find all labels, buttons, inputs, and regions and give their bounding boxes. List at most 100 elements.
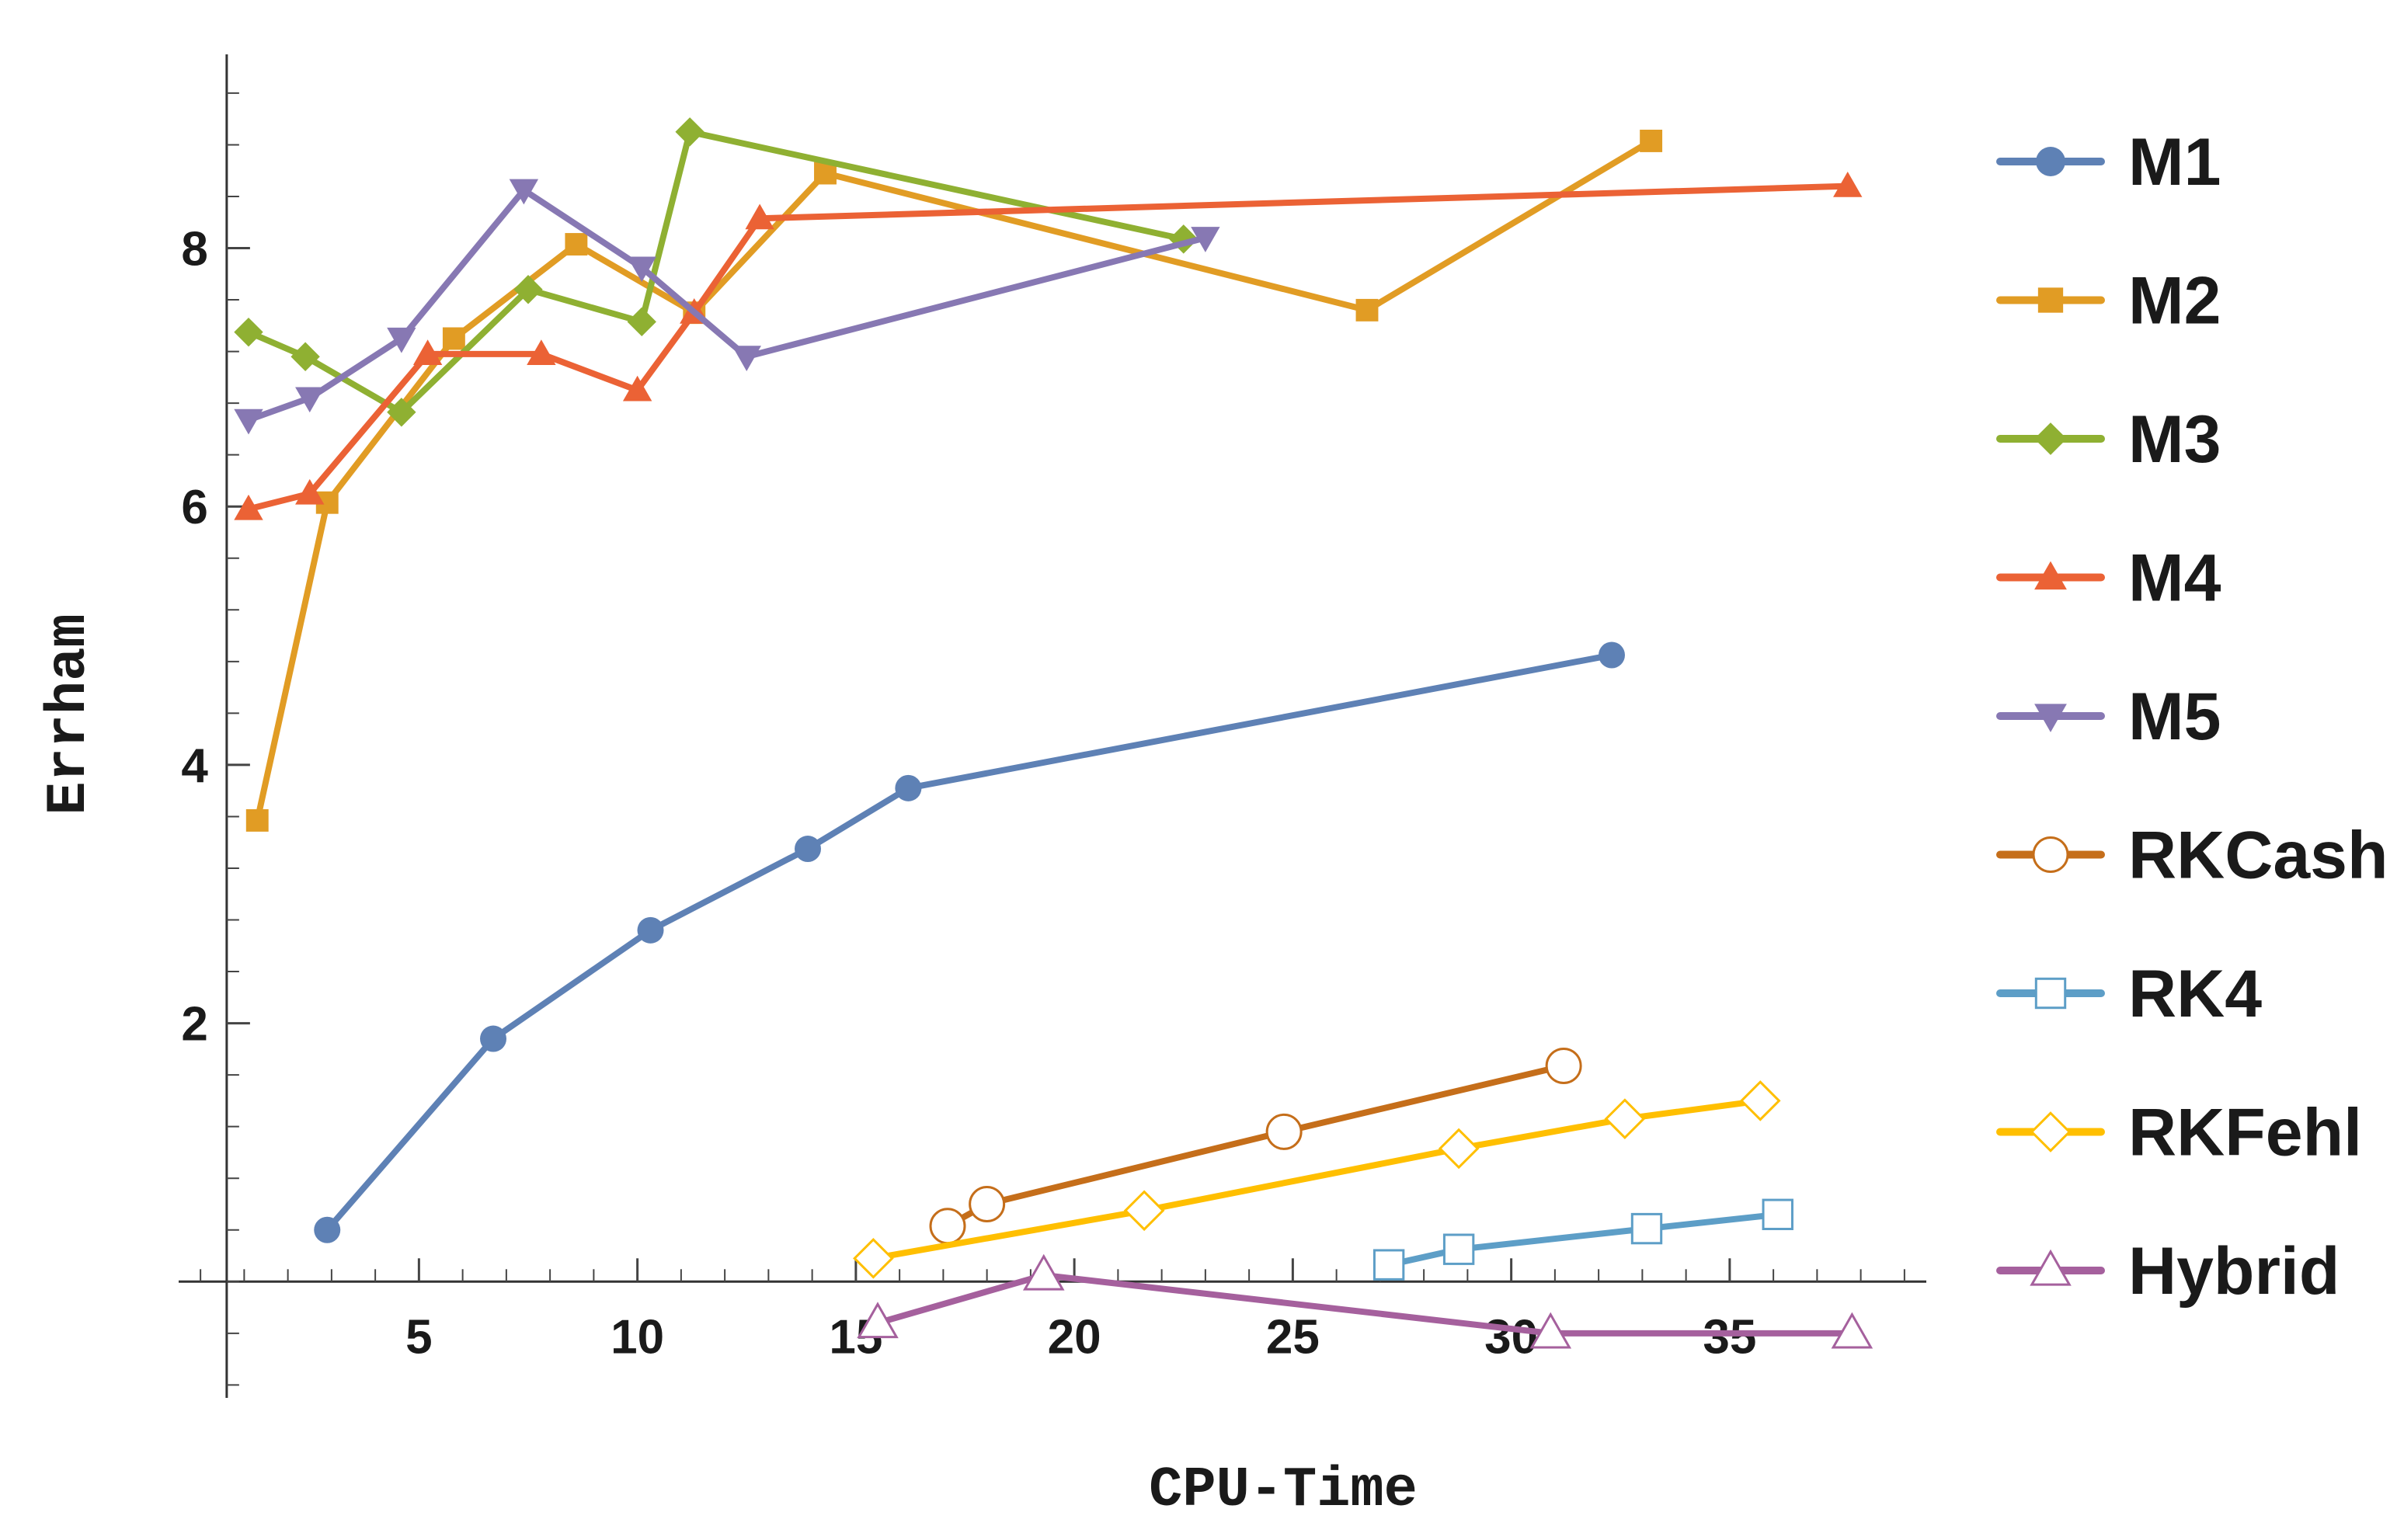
legend-marker-m5: [2034, 704, 2067, 732]
legend-item-m3: M3: [1996, 402, 2221, 477]
data-point-m2: [1640, 130, 1663, 152]
data-point-m5: [732, 346, 761, 371]
series-m4: [234, 171, 1863, 520]
data-point-rkfehl: [853, 1238, 894, 1279]
data-point-m5: [295, 387, 325, 413]
series-rkfehl: [853, 1080, 1781, 1279]
data-point-m4: [527, 339, 556, 365]
legend-marker-rk4: [2034, 977, 2067, 1010]
series-line-m4: [245, 183, 1851, 513]
legend-item-rk4: RK4: [1996, 957, 2262, 1031]
data-point-rkcash: [929, 1208, 966, 1245]
data-point-m5: [234, 408, 263, 435]
data-point-rk4: [1762, 1198, 1793, 1230]
series-line-m1: [324, 652, 1615, 1233]
data-point-m1: [895, 774, 922, 801]
y-tick-label: 2: [181, 998, 207, 1052]
data-point-rkcash: [969, 1185, 1006, 1222]
x-tick-label: 20: [1048, 1310, 1101, 1364]
series-line-hybrid: [875, 1271, 1856, 1337]
legend-item-rkcash: RKCash: [1996, 819, 2388, 893]
x-tick-label: 35: [1703, 1310, 1756, 1364]
series-rk4: [1372, 1198, 1793, 1281]
legend-label-m5: M5: [2128, 680, 2221, 754]
data-point-rk4: [1442, 1233, 1475, 1265]
data-point-m4: [622, 375, 652, 402]
data-point-m3: [513, 275, 543, 304]
legend-item-m5: M5: [1996, 680, 2221, 754]
data-point-hybrid: [857, 1302, 899, 1339]
legend-label-m4: M4: [2128, 541, 2221, 616]
series-m5: [234, 179, 1220, 435]
data-point-m2: [565, 233, 588, 256]
legend-item-rkfehl: RKFehl: [1996, 1096, 2362, 1170]
y-tick-label: 4: [181, 739, 208, 793]
data-point-m2: [1355, 298, 1379, 322]
legend-label-m2: M2: [2128, 264, 2221, 339]
legend: M1 M2 M3 M4 M5 RKCash RK4 RKFehl Hybrid: [1996, 125, 2388, 1309]
data-point-m4: [745, 203, 774, 230]
x-tick-label: 10: [611, 1310, 664, 1364]
legend-marker-m2: [2037, 287, 2064, 313]
series-rkcash: [929, 1047, 1582, 1245]
x-axis-title: CPU-Time: [1149, 1458, 1418, 1522]
series-line-m2: [254, 137, 1654, 824]
y-tick-label: 6: [181, 481, 207, 534]
data-point-hybrid: [1529, 1312, 1572, 1349]
legend-label-rkcash: RKCash: [2128, 819, 2388, 893]
data-point-m4: [1833, 171, 1863, 197]
legend-marker-rkcash: [2032, 836, 2069, 873]
data-point-m5: [1191, 227, 1220, 252]
data-point-m3: [387, 398, 416, 427]
x-tick-label: 5: [405, 1310, 432, 1364]
data-point-m5: [509, 179, 539, 205]
legend-marker-m1: [2036, 147, 2065, 176]
legend-item-m2: M2: [1996, 264, 2221, 339]
data-point-rk4: [1372, 1249, 1405, 1281]
plot-area: [234, 117, 1873, 1349]
series-line-m5: [245, 186, 1209, 423]
data-point-m3: [290, 342, 320, 371]
series-line-rk4: [1386, 1211, 1781, 1268]
data-point-rkfehl: [1123, 1190, 1165, 1232]
legend-item-m4: M4: [1996, 541, 2221, 616]
data-point-m2: [442, 327, 465, 350]
y-tick-label: 8: [181, 223, 207, 276]
x-tick-label: 30: [1484, 1310, 1538, 1364]
series-line-rkcash: [945, 1062, 1567, 1229]
data-point-m3: [234, 317, 263, 347]
series-m1: [314, 641, 1625, 1243]
series-m2: [245, 130, 1663, 832]
series-m3: [234, 117, 1199, 427]
series-line-m3: [245, 128, 1187, 415]
legend-label-rkfehl: RKFehl: [2128, 1096, 2362, 1170]
legend-label-m3: M3: [2128, 402, 2221, 477]
data-point-rkcash: [1545, 1047, 1582, 1084]
legend-marker-rkfehl: [2030, 1111, 2072, 1152]
x-tick-label: 25: [1266, 1310, 1320, 1364]
legend-item-hybrid: Hybrid: [1996, 1234, 2340, 1309]
legend-label-hybrid: Hybrid: [2128, 1234, 2340, 1309]
data-point-rkfehl: [1739, 1080, 1781, 1121]
data-point-m1: [1599, 641, 1625, 669]
data-point-rkfehl: [1438, 1128, 1480, 1170]
data-point-m4: [234, 494, 263, 520]
legend-item-m1: M1: [1996, 125, 2221, 200]
data-point-m4: [412, 339, 443, 365]
data-point-hybrid: [1022, 1253, 1065, 1291]
data-point-rkcash: [1265, 1113, 1303, 1150]
data-point-m1: [637, 916, 664, 944]
data-point-m5: [627, 256, 656, 283]
data-point-m3: [675, 117, 705, 147]
legend-label-m1: M1: [2128, 125, 2221, 200]
data-point-m1: [480, 1025, 506, 1052]
legend-marker-hybrid: [2030, 1249, 2072, 1286]
series-hybrid: [857, 1253, 1873, 1349]
data-point-m5: [387, 327, 416, 353]
y-axis-title: Errham: [37, 614, 101, 815]
data-point-m3: [627, 307, 656, 337]
data-point-rkfehl: [1604, 1098, 1646, 1140]
data-point-m2: [245, 808, 269, 832]
